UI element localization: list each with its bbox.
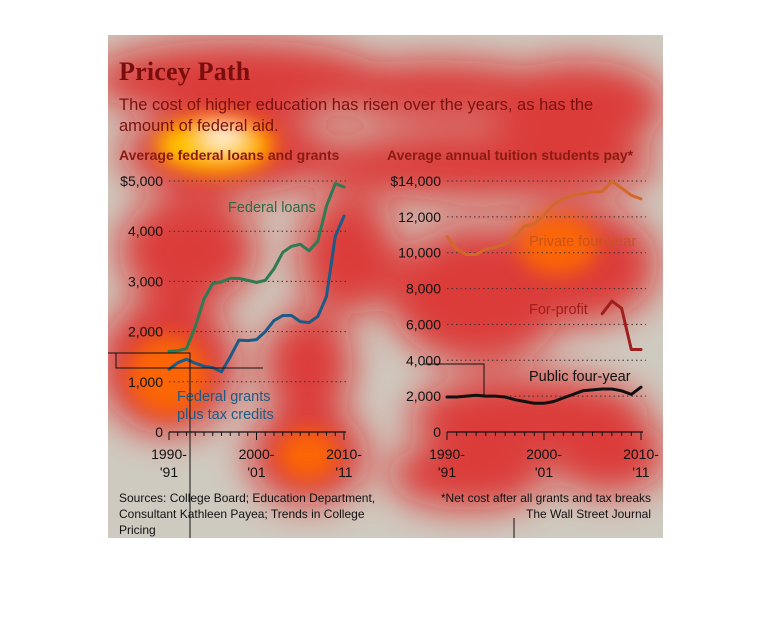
subhead: The cost of higher education has risen o… [119,96,594,135]
right-chart-x-tick-label: '11 [632,464,649,480]
overlay-line-left [108,352,191,538]
left-chart-y-tick-label: 2,000 [128,324,163,340]
series-label-federal-grants-line1: Federal grants [177,389,271,405]
overlay-line-right [424,363,485,395]
right-chart: 0 2,000 4,000 6,000 8,000 10,000 12,000 $14,000… [390,173,659,480]
right-chart-y-tick-label: 4,000 [406,352,441,368]
series-label-public-four-year: Public four-year [529,369,631,385]
left-chart-x-tick-label: 2010- [326,446,362,462]
series-line-for-profit [600,299,643,351]
left-chart-x-tick-label: '11 [335,464,352,480]
overlay-lines [108,352,515,538]
chart-figure: Pricey Path The cost of higher education… [108,35,663,538]
series-line-public-four-year [445,385,643,405]
right-chart-title: Average annual tuition students pay* [387,147,634,163]
footnote-and-credit: *Net cost after all grants and tax break… [408,490,651,522]
right-chart-x-tick-label: 1990- [429,446,465,462]
left-chart: 0 1,000 2,000 3,000 4,000 $5,000 1990- '91 2000-… [120,173,362,480]
series-label-private-four-year: Private four-year [529,234,636,250]
right-chart-x-tick-label: '91 [438,464,456,480]
right-chart-x-tick-label: 2000- [526,446,562,462]
right-chart-y-tick-label: 8,000 [406,281,441,297]
right-chart-y-tick-label: $14,000 [390,173,441,189]
series-line-federal-grants-plus-tax-credits [167,214,346,374]
credit: The Wall Street Journal [526,507,651,521]
right-chart-x-tick-label: 2010- [623,446,659,462]
left-chart-x-tick-label: 1990- [151,446,187,462]
right-chart-y-tick-label: 6,000 [406,316,441,332]
right-chart-y-tick-label: 10,000 [398,245,441,261]
left-chart-x-tick-label: '01 [247,464,265,480]
series-label-federal-loans: Federal loans [228,200,316,216]
overlay-line-left-step [115,353,263,369]
headline: Pricey Path [119,57,251,86]
right-chart-y-tick-label: 2,000 [406,388,441,404]
left-chart-y-tick-label: 0 [155,424,163,440]
left-chart-y-tick-label: 1,000 [128,374,163,390]
charts-canvas: 0 1,000 2,000 3,000 4,000 $5,000 1990- '91 2000-… [108,173,659,538]
series-label-for-profit: For-profit [529,302,588,318]
series-line-federal-loans [167,182,346,353]
left-chart-y-tick-label: $5,000 [120,173,163,189]
chart-annotations: Federal loans Federal grants plus tax cr… [177,200,636,423]
series-label-federal-grants-line2: plus tax credits [177,407,274,423]
right-chart-x-tick-label: '01 [535,464,553,480]
footnote: *Net cost after all grants and tax break… [440,491,651,505]
left-chart-x-tick-label: '91 [160,464,178,480]
sources-note: Sources: College Board; Education Depart… [119,491,376,537]
series-line-private-four-year [445,179,643,256]
left-chart-y-tick-label: 3,000 [128,273,163,289]
right-chart-y-tick-label: 12,000 [398,209,441,225]
left-chart-y-tick-label: 4,000 [128,223,163,239]
left-chart-title: Average federal loans and grants [119,147,340,163]
left-chart-x-tick-label: 2000- [239,446,275,462]
right-chart-y-tick-label: 0 [433,424,441,440]
